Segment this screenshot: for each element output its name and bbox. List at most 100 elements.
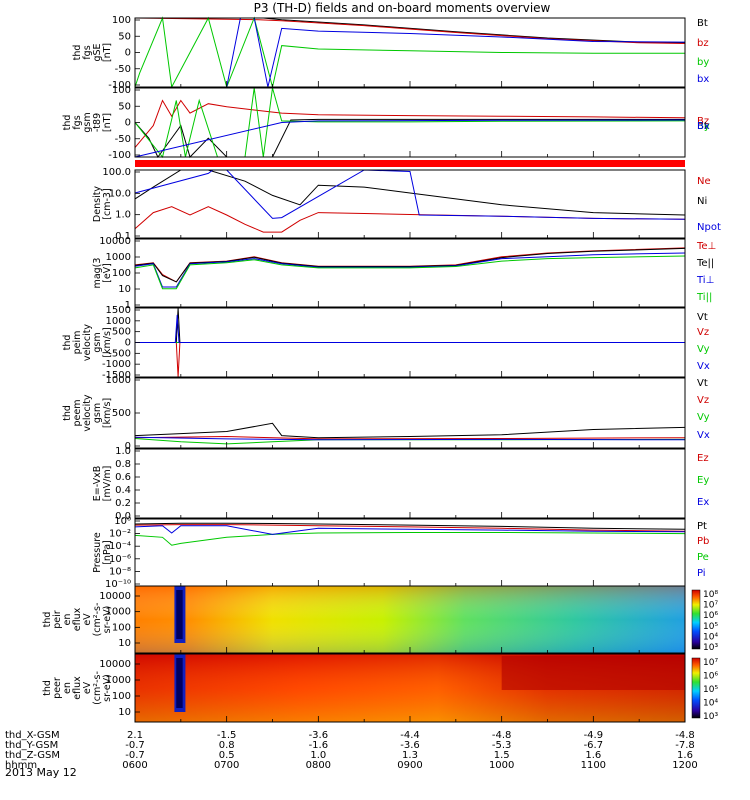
y-tick-label: 0	[125, 338, 131, 349]
series-line-Vt	[135, 307, 685, 343]
y-tick-label: 10⁻¹⁰	[105, 579, 131, 590]
y-tick-label: 1.0	[115, 446, 131, 457]
y-tick-label: 10⁰	[114, 516, 131, 527]
y-axis-label: gsm	[92, 332, 103, 352]
y-tick-label: 0.0	[115, 511, 131, 522]
series-line-bz	[134, 17, 686, 44]
y-axis-label: [mV/m]	[102, 466, 113, 502]
y-tick-label: 50	[118, 31, 131, 42]
footer-row-label: hhmm	[5, 760, 37, 771]
y-axis-label: thd	[62, 115, 73, 131]
panel-frame	[134, 238, 686, 308]
y-axis-label: peir	[52, 610, 63, 629]
y-axis-label: eV	[82, 613, 93, 626]
y-axis-label: sr-eV)	[102, 674, 113, 702]
colorbar-tick-label: 10⁶	[703, 672, 718, 682]
colorbar	[691, 589, 701, 650]
y-tick-label: 100	[112, 268, 131, 279]
legend-label-Bt: Bt	[697, 121, 708, 132]
y-tick-label: 10000	[99, 236, 131, 247]
y-axis-label: [cm-3]	[102, 188, 113, 219]
legend-label-Bt: Bt	[697, 18, 708, 29]
series-line-Bt	[135, 17, 686, 44]
y-tick-label: 500	[112, 408, 131, 419]
series-line-Te⊥	[134, 247, 686, 283]
colorbar-tick-label: 10³	[703, 712, 718, 722]
legend-label-Pb: Pb	[697, 536, 709, 547]
y-tick-label: 0.1	[115, 231, 131, 242]
legend-label-Ne: Ne	[697, 176, 711, 187]
footer-value: 0800	[306, 760, 331, 771]
y-tick-label: 500	[112, 327, 131, 338]
colorbar-tick-label: 10⁴	[703, 632, 718, 642]
panel-temperature: 10000 1000 100 10 1 Te⊥ Te|| Ti⊥ Ti|| mag(3 [eV]	[92, 236, 716, 311]
y-axis-label: thd	[72, 45, 83, 61]
colorbar-tick-label: 10⁷	[703, 601, 718, 611]
footer-value: -4.4	[400, 730, 420, 741]
legend-label-Bz: Bz	[697, 116, 709, 127]
y-axis-label: sr-eV)	[102, 606, 113, 634]
footer-value: -1.5	[217, 730, 237, 741]
colorbar-tick-label: 10⁵	[703, 685, 718, 695]
y-axis-label: peim	[72, 331, 83, 355]
legend-label-Vx: Vx	[697, 361, 710, 372]
y-tick-label: 10⁻²	[109, 529, 131, 540]
footer-value: -5.3	[492, 740, 512, 751]
y-axis-label: gsm	[82, 112, 93, 132]
y-axis-label: [nT]	[102, 113, 113, 132]
series-line-Npot	[134, 169, 686, 220]
y-tick-label: -100	[108, 150, 131, 161]
series-line-Pt	[134, 522, 686, 530]
series-line-Vt	[134, 422, 686, 439]
y-axis-label: gsm	[92, 403, 103, 423]
footer-value: -1.6	[309, 740, 329, 751]
legend-label-Vz: Vz	[697, 327, 709, 338]
y-tick-label: -1500	[102, 370, 131, 381]
y-tick-label: 0	[125, 118, 131, 129]
series-line-Bz	[134, 99, 686, 148]
legend-label-Pe: Pe	[697, 552, 709, 563]
legend-label-Ti||: Ti||	[696, 292, 712, 303]
legend-label-bx: bx	[697, 74, 709, 85]
footer-row-label: thd_X-GSM	[5, 730, 60, 741]
panel-fgs_gse: 100 50 0 -50 -100 Bt bz by bx thd fgs gSE [nT]	[72, 15, 709, 91]
panel-frame	[134, 448, 686, 519]
footer-value: 1000	[489, 760, 514, 771]
y-tick-label: 1000	[106, 607, 131, 618]
y-tick-label: 1000	[106, 316, 131, 327]
colorbar-tick-label: 10⁴	[703, 699, 718, 709]
footer-value: 1.5	[494, 750, 510, 761]
y-axis-label: thd	[42, 680, 53, 696]
panel-peer_spectrogram: 10⁷ 10⁶ 10⁵ 10⁴ 10³ 10000 1000 100 10 thd peer en ef…	[42, 653, 718, 723]
y-axis-label: E=-VxB	[92, 466, 103, 501]
series-line-bx	[135, 17, 686, 88]
y-axis-label: -t89	[92, 113, 103, 132]
y-tick-label: 0	[125, 441, 131, 452]
footer-value: 1100	[581, 760, 606, 771]
y-tick-label: 10⁻⁶	[109, 554, 131, 565]
series-line-Ni	[134, 169, 686, 216]
y-axis-label: thd	[42, 612, 53, 628]
y-tick-label: -100	[108, 80, 131, 91]
chart-title: P3 (TH-D) fields and on-board moments ov…	[254, 1, 551, 15]
footer-value: -7.8	[675, 740, 695, 751]
footer-value: 1200	[672, 760, 697, 771]
footer-value: -4.9	[584, 730, 604, 741]
series-line-Vz	[134, 435, 686, 440]
series-line-Ti||	[134, 255, 686, 290]
y-axis-label: thd	[62, 405, 73, 421]
footer-value: -4.8	[675, 730, 695, 741]
colorbar-tick-label: 10³	[703, 643, 718, 653]
footer: thd_X-GSM 2.1 -1.5 -3.6 -4.4 -4.8 -4.9 -4.8thd_…	[5, 730, 698, 771]
footer-value: 2.1	[127, 730, 143, 741]
y-axis-label: eflux	[72, 607, 83, 631]
y-tick-label: 50	[118, 101, 131, 112]
y-axis-label: [eV]	[102, 263, 113, 283]
y-tick-label: -50	[115, 134, 131, 145]
y-tick-label: 10000	[99, 659, 131, 670]
legend-label-Vx: Vx	[697, 430, 710, 441]
